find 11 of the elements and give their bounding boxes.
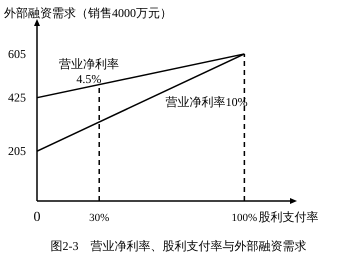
x-tick-label: 0 [34,210,40,225]
x-axis-title: 股利支付率 [258,210,318,224]
y-axis-title: 外部融资需求（销售4000万元） [4,6,172,20]
y-tick-label: 425 [8,90,26,105]
x-tick-label: 30% [89,212,110,224]
series-label: 营业净利率10% [166,94,248,109]
x-tick-label: 100% [232,212,258,224]
y-tick-label: 205 [8,144,26,158]
y-tick-label: 605 [8,46,26,61]
caption: 图2-3 营业净利率、股利支付率与外部融资需求 [50,239,306,253]
series-label: 营业净利率 4.5% [58,56,119,86]
